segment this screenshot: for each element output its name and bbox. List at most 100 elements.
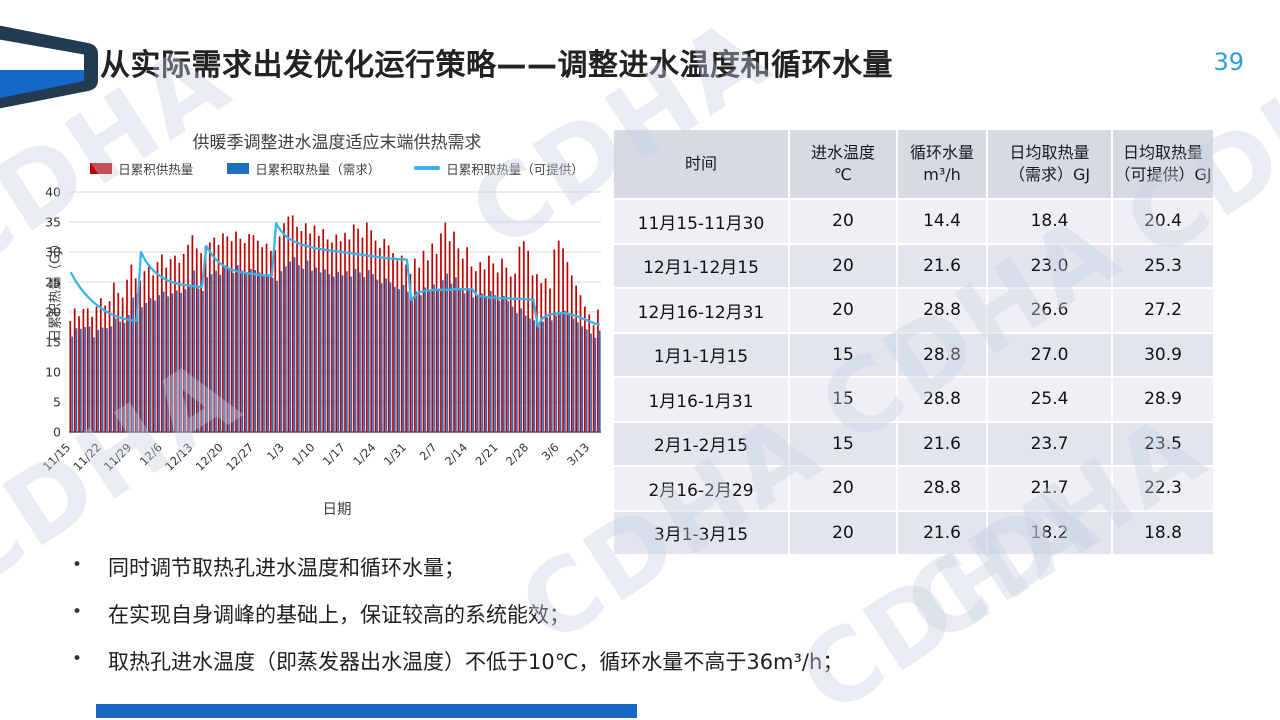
table-cell: 21.6 xyxy=(896,242,988,289)
table-row: 3月1-3月15 20 21.6 18.2 18.8 xyxy=(612,509,1215,556)
table-cell: 14.4 xyxy=(896,198,988,245)
svg-text:1/31: 1/31 xyxy=(381,440,409,468)
col-header-flow-rate: 循环水量 m³/h xyxy=(896,128,988,200)
table-cell: 1月16-1月31 xyxy=(612,376,790,423)
table-row: 11月15-11月30 20 14.4 18.4 20.4 xyxy=(612,198,1215,245)
svg-text:2/14: 2/14 xyxy=(442,440,470,468)
bullet-icon: • xyxy=(72,602,83,622)
bullet-text: 取热孔进水温度（即蒸发器出水温度）不低于10℃，循环水量不高于36m³/h； xyxy=(108,650,844,674)
table-row: 2月1-2月15 15 21.6 23.7 23.5 xyxy=(612,420,1215,467)
svg-text:3/13: 3/13 xyxy=(564,440,592,468)
svg-text:11/22: 11/22 xyxy=(70,440,103,473)
svg-text:12/27: 12/27 xyxy=(223,440,256,473)
table-body: 11月15-11月30 20 14.4 18.4 20.4 12月1-12月15 20 21.… xyxy=(612,198,1215,556)
bullet-text: 同时调节取热孔进水温度和循环水量； xyxy=(108,556,466,580)
svg-text:1/17: 1/17 xyxy=(320,440,348,468)
legend-bar-swatch xyxy=(227,162,250,174)
table-cell: 25.4 xyxy=(986,376,1113,423)
svg-text:2/7: 2/7 xyxy=(417,440,440,463)
col-header-heat-demand: 日均取热量 （需求）GJ xyxy=(986,128,1113,200)
svg-text:12/6: 12/6 xyxy=(137,440,165,468)
table-cell: 2月1-2月15 xyxy=(612,420,790,467)
list-item: • 同时调节取热孔进水温度和循环水量； xyxy=(72,552,843,582)
table-cell: 20 xyxy=(788,509,898,556)
table-cell: 27.2 xyxy=(1111,287,1215,334)
svg-text:12/13: 12/13 xyxy=(162,440,195,473)
col-header-inlet-temp: 进水温度 ℃ xyxy=(788,128,898,200)
table-cell: 1月1-1月15 xyxy=(612,331,790,378)
col-header-time: 时间 xyxy=(612,128,790,200)
table-cell: 20.4 xyxy=(1111,198,1215,245)
svg-text:1/3: 1/3 xyxy=(264,440,287,463)
chart-legend: 日累积供热量 日累积取热量（需求） 日累积取热量（可提供） xyxy=(35,156,613,180)
table-cell: 3月1-3月15 xyxy=(612,509,790,556)
table-row: 2月16-2月29 20 28.8 21.7 22.3 xyxy=(612,465,1215,512)
bullet-icon: • xyxy=(72,649,83,669)
svg-text:12/20: 12/20 xyxy=(193,440,226,473)
svg-text:11/15: 11/15 xyxy=(40,440,73,473)
table-cell: 30.9 xyxy=(1111,331,1215,378)
chart-y-axis-label: 日累积热量（GJ） xyxy=(48,237,64,342)
table-cell: 12月16-12月31 xyxy=(612,287,790,334)
legend-item: 日累积供热量 xyxy=(90,159,193,178)
table-cell: 15 xyxy=(788,331,898,378)
table-cell: 20 xyxy=(788,242,898,289)
table-cell: 18.4 xyxy=(986,198,1113,245)
table-cell: 18.8 xyxy=(1111,509,1215,556)
table-cell: 28.8 xyxy=(896,331,988,378)
table-cell: 20 xyxy=(788,287,898,334)
list-item: • 在实现自身调峰的基础上，保证较高的系统能效； xyxy=(72,599,843,629)
table-cell: 21.6 xyxy=(896,509,988,556)
table-cell: 11月15-11月30 xyxy=(612,198,790,245)
legend-label: 日累积供热量 xyxy=(118,161,194,177)
page-title: 从实际需求出发优化运行策略——调整进水温度和循环水量 xyxy=(100,48,893,83)
table-row: 12月1-12月15 20 21.6 23.0 25.3 xyxy=(612,242,1215,289)
table-cell: 20 xyxy=(788,465,898,512)
table-cell: 12月1-12月15 xyxy=(612,242,790,289)
svg-text:2/28: 2/28 xyxy=(503,440,531,468)
legend-item: 日累积取热量（可提供） xyxy=(414,159,584,178)
logo-icon xyxy=(0,8,106,120)
chart-title: 供暖季调整进水温度适应末端供热需求 xyxy=(192,133,482,153)
svg-text:0: 0 xyxy=(53,425,61,440)
svg-text:40: 40 xyxy=(45,185,61,200)
table-header-row: 时间 进水温度 ℃ 循环水量 m³/h 日均取热量 （需求）GJ 日均取热量 （… xyxy=(612,128,1215,200)
list-item: • 取热孔进水温度（即蒸发器出水温度）不低于10℃，循环水量不高于36m³/h； xyxy=(72,646,843,676)
svg-text:11/29: 11/29 xyxy=(101,440,134,473)
bullet-icon: • xyxy=(72,555,83,575)
operation-strategy-table: 时间 进水温度 ℃ 循环水量 m³/h 日均取热量 （需求）GJ 日均取热量 （… xyxy=(612,128,1215,556)
table-cell: 22.3 xyxy=(1111,465,1215,512)
legend-label: 日累积取热量（需求） xyxy=(255,161,381,177)
table-row: 1月1-1月15 15 28.8 27.0 30.9 xyxy=(612,331,1215,378)
table-cell: 26.6 xyxy=(986,287,1113,334)
svg-text:3/6: 3/6 xyxy=(539,440,562,463)
svg-text:1/10: 1/10 xyxy=(289,440,317,468)
legend-bar-swatch xyxy=(90,162,113,174)
legend-label: 日累积取热量（可提供） xyxy=(446,161,584,177)
table-cell: 28.8 xyxy=(896,465,988,512)
svg-text:1/24: 1/24 xyxy=(350,440,378,468)
table-cell: 28.8 xyxy=(896,287,988,334)
svg-text:35: 35 xyxy=(45,215,61,230)
table-cell: 28.8 xyxy=(896,376,988,423)
table-cell: 23.0 xyxy=(986,242,1113,289)
table-cell: 20 xyxy=(788,198,898,245)
table-cell: 23.7 xyxy=(986,420,1113,467)
legend-item: 日累积取热量（需求） xyxy=(227,159,380,178)
table-cell: 21.7 xyxy=(986,465,1113,512)
table-cell: 15 xyxy=(788,376,898,423)
bullet-list: • 同时调节取热孔进水温度和循环水量； • 在实现自身调峰的基础上，保证较高的系统能… xyxy=(72,552,843,693)
chart-x-axis-label: 日期 xyxy=(322,502,352,518)
svg-text:20: 20 xyxy=(45,305,61,320)
table-cell: 18.2 xyxy=(986,509,1113,556)
svg-text:2/21: 2/21 xyxy=(472,440,500,468)
table-row: 12月16-12月31 20 28.8 26.6 27.2 xyxy=(612,287,1215,334)
table-cell: 25.3 xyxy=(1111,242,1215,289)
legend-line-swatch xyxy=(414,166,441,170)
svg-text:30: 30 xyxy=(45,245,61,260)
bullet-text: 在实现自身调峰的基础上，保证较高的系统能效； xyxy=(108,603,571,627)
table-cell: 21.6 xyxy=(896,420,988,467)
svg-text:25: 25 xyxy=(45,275,61,290)
heating-chart: 日累积热量（GJ） 供暖季调整进水温度适应末端供热需求 日累积供热量 日累积取热量… xyxy=(35,130,613,519)
